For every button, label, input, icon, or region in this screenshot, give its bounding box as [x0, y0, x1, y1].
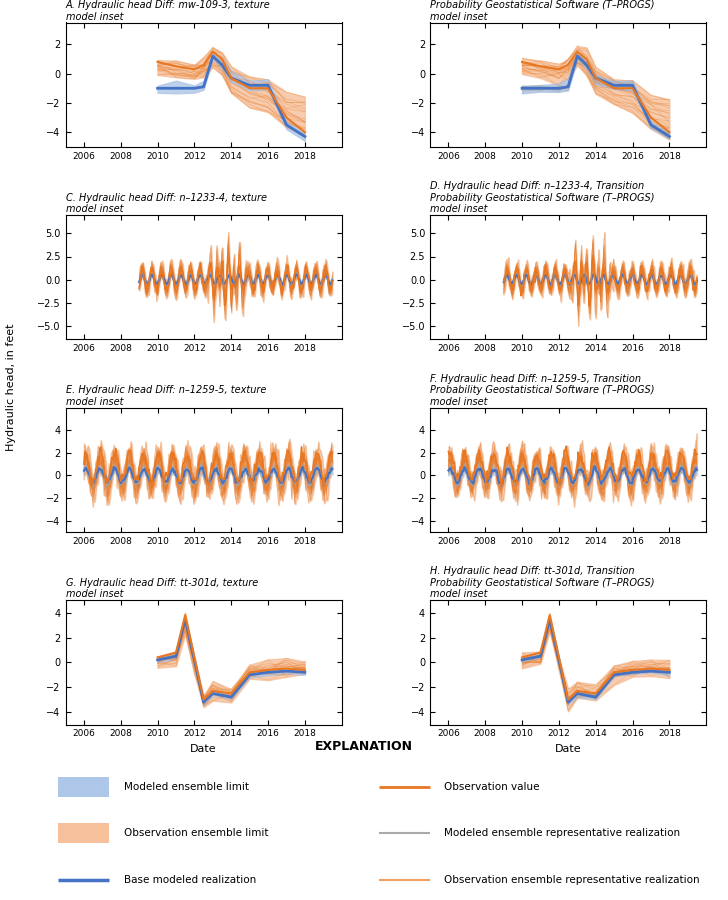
- Text: Base modeled realization: Base modeled realization: [124, 875, 256, 885]
- Text: Observation ensemble limit: Observation ensemble limit: [124, 828, 268, 839]
- X-axis label: Date: Date: [555, 744, 582, 754]
- Text: D. Hydraulic head Diff: n–1233-4, Transition
Probability Geostatistical Software: D. Hydraulic head Diff: n–1233-4, Transi…: [430, 181, 654, 214]
- Text: G. Hydraulic head Diff: tt-301d, texture
model inset: G. Hydraulic head Diff: tt-301d, texture…: [66, 578, 258, 599]
- Text: A. Hydraulic head Diff: mw-109-3, texture
model inset: A. Hydraulic head Diff: mw-109-3, textur…: [66, 0, 270, 22]
- Bar: [58, 777, 109, 797]
- Text: Observation ensemble representative realization: Observation ensemble representative real…: [444, 875, 700, 885]
- Text: B. Hydraulic head Diff: mw-109-3, Transition
Probability Geostatistical Software: B. Hydraulic head Diff: mw-109-3, Transi…: [430, 0, 654, 22]
- Text: F. Hydraulic head Diff: n–1259-5, Transition
Probability Geostatistical Software: F. Hydraulic head Diff: n–1259-5, Transi…: [430, 374, 654, 407]
- Text: Observation value: Observation value: [444, 782, 539, 792]
- Text: EXPLANATION: EXPLANATION: [315, 740, 413, 753]
- X-axis label: Date: Date: [190, 744, 217, 754]
- Bar: [58, 824, 109, 843]
- Text: C. Hydraulic head Diff: n–1233-4, texture
model inset: C. Hydraulic head Diff: n–1233-4, textur…: [66, 193, 266, 214]
- Text: H. Hydraulic head Diff: tt-301d, Transition
Probability Geostatistical Software : H. Hydraulic head Diff: tt-301d, Transit…: [430, 566, 654, 599]
- Text: Modeled ensemble representative realization: Modeled ensemble representative realizat…: [444, 828, 680, 839]
- Text: Hydraulic head, in feet: Hydraulic head, in feet: [6, 323, 16, 451]
- Text: Modeled ensemble limit: Modeled ensemble limit: [124, 782, 249, 792]
- Text: E. Hydraulic head Diff: n–1259-5, texture
model inset: E. Hydraulic head Diff: n–1259-5, textur…: [66, 385, 266, 407]
